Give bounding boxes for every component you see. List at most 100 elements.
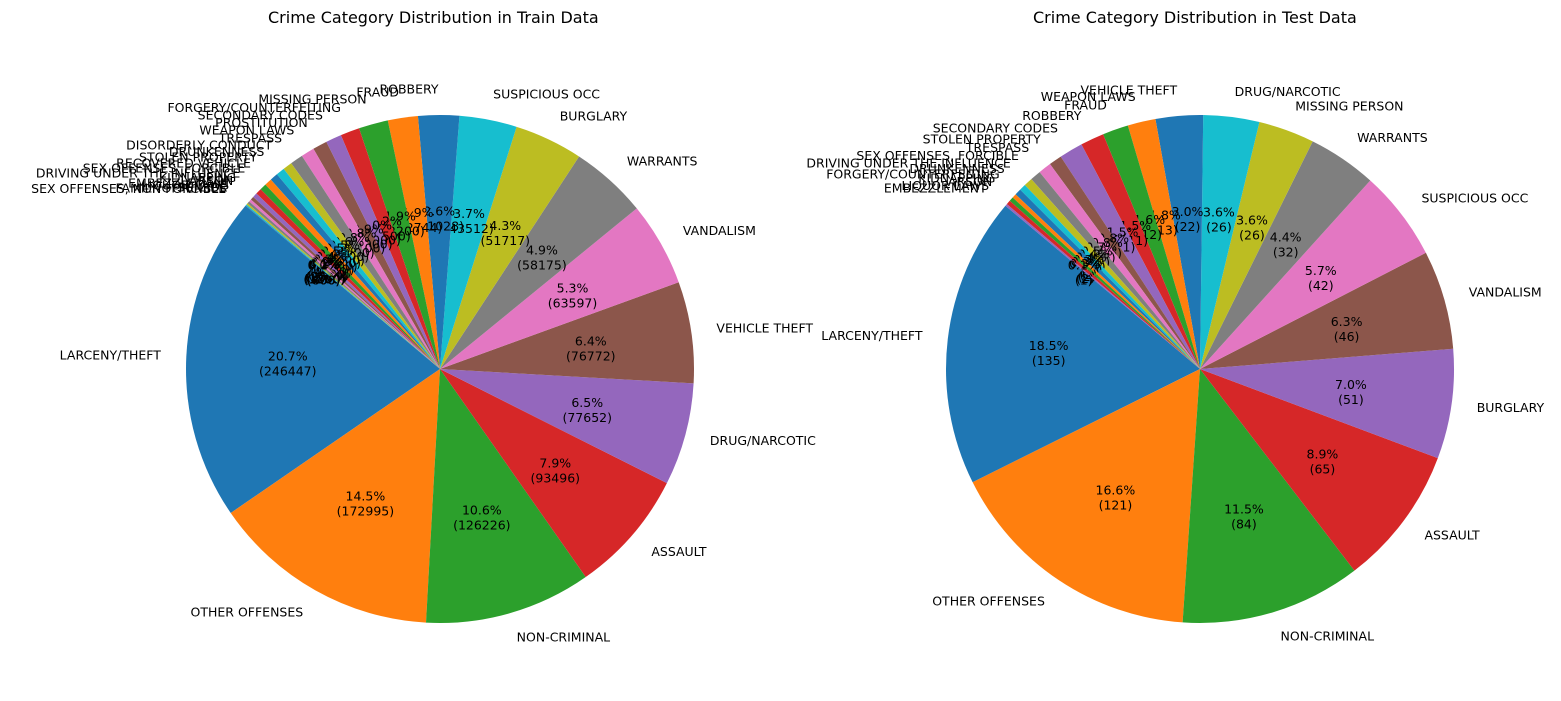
test-slice-value-label: 0.1% (1): [1068, 257, 1100, 287]
train-slice-label: FRAUD: [356, 85, 399, 100]
train-slice-label: NON-CRIMINAL: [517, 630, 611, 645]
train-slice-label: DRIVING UNDER THE INFLUENCE: [36, 166, 241, 181]
test-slice-value-label: 4.4% (32): [1270, 230, 1302, 260]
train-slice: [340, 128, 440, 369]
test-slice: [1200, 369, 1438, 571]
train-slice: [186, 205, 440, 513]
test-slice-label: STOLEN PROPERTY: [923, 131, 1042, 146]
test-slice-label: DRUG/NARCOTIC: [1235, 84, 1341, 99]
test-slice-label: BURGLARY: [1477, 400, 1545, 415]
test-slice: [1200, 180, 1426, 369]
train-slice: [440, 369, 667, 578]
test-slice-label: MISSING PERSON: [1295, 98, 1403, 113]
train-slice: [291, 155, 440, 369]
train-slice-label: SUICIDE: [177, 179, 228, 194]
test-slice: [1103, 125, 1200, 370]
train-pie: LARCENY/THEFT 20.7% (246447) OTHER OFFENSES…: [31, 82, 816, 645]
train-slice-value-label: 5.3% (63597): [548, 280, 598, 310]
train-slice: [250, 196, 440, 369]
test-slice: [1031, 172, 1200, 369]
test-slice-value-label: 8.9% (65): [1307, 447, 1339, 477]
train-slice-label: SEX OFFENSES, NON FORCIBLE: [31, 181, 226, 196]
test-slice: [1020, 185, 1200, 369]
train-slice: [247, 201, 440, 369]
test-slice-value-label: 6.3% (46): [1331, 314, 1363, 344]
test-slice-value-label: 3.6% (26): [1203, 205, 1235, 235]
train-slice-label: EMBEZZLEMENT: [128, 176, 231, 191]
train-slice-value-label: 6.5% (77652): [562, 395, 612, 425]
test-slice-label: VANDALISM: [1469, 284, 1542, 299]
test-slice: [1049, 156, 1200, 369]
test-slice-value-label: 11.5% (84): [1224, 502, 1264, 532]
train-slice: [440, 126, 580, 369]
train-slice-label: DISORDERLY CONDUCT: [126, 138, 272, 153]
test-slice: [1024, 179, 1200, 369]
train-slice-label: WEAPON LAWS: [199, 123, 294, 138]
train-slice: [440, 156, 637, 369]
test-slice-label: OTHER OFFENSES: [932, 593, 1045, 608]
test-slice-value-label: 3.6% (26): [1236, 212, 1268, 242]
test-slice: [1012, 194, 1200, 369]
train-slice: [270, 174, 440, 369]
train-slice-label: MISSING PERSON: [258, 91, 366, 106]
test-slice-label: LARCENY/THEFT: [821, 328, 923, 343]
train-slice-label: WARRANTS: [627, 153, 698, 168]
train-slice-label: ROBBERY: [379, 82, 438, 97]
test-slice: [1200, 348, 1454, 459]
train-slice: [440, 115, 517, 370]
train-slice-value-label: 0.0% (400): [307, 258, 341, 288]
train-slice-label: DRUG/NARCOTIC: [710, 433, 816, 448]
train-slice: [301, 148, 440, 369]
train-slice-label: ASSAULT: [651, 544, 707, 559]
train-slice: [313, 141, 440, 369]
train-slice-value-label: 20.7% (246447): [259, 348, 316, 378]
train-slice-value-label: 0.2% (1800): [304, 256, 346, 286]
train-slice-label: SUSPICIOUS OCC: [493, 87, 600, 102]
test-slice-label: KIDNAPPING: [918, 171, 995, 186]
train-slice: [230, 369, 440, 623]
train-slice: [326, 135, 440, 369]
train-slice-label: VEHICLE THEFT: [716, 320, 813, 335]
train-slice: [440, 369, 694, 484]
test-slice: [1200, 141, 1371, 369]
test-slice: [1005, 204, 1200, 369]
test-slice: [1039, 164, 1200, 369]
train-slice-label: TRESPASS: [218, 130, 282, 145]
train-slice-label: DRUNKENNESS: [169, 144, 264, 159]
train-slice: [417, 115, 460, 370]
train-slice-label: RECOVERED VEHICLE: [116, 155, 251, 170]
test-slice-value-label: 0.3%(2): [1069, 256, 1101, 286]
test-pie: LARCENY/THEFT 18.5% (135) OTHER OFFENSES 16.…: [806, 83, 1544, 644]
train-slice-label: SEX OFFENSES, FORCIBLE: [83, 161, 246, 176]
test-slice-label: DRIVING UNDER THE INFLUENCE: [806, 155, 1011, 170]
train-slice-label: VANDALISM: [683, 223, 756, 238]
test-slice-label: ASSAULT: [1424, 527, 1480, 542]
test-slice-label: WARRANTS: [1357, 130, 1428, 145]
train-chart-title: Crime Category Distribution in Train Dat…: [268, 8, 599, 27]
test-slice: [1081, 134, 1200, 369]
train-slice-value-label: 6.4% (76772): [566, 334, 616, 364]
train-slice-value-label: 4.3% (51717): [481, 218, 531, 248]
test-slice-label: DRUNKENNESS: [909, 161, 1004, 176]
test-slice-label: SUSPICIOUS OCC: [1421, 191, 1528, 206]
test-slice-label: FRAUD: [1064, 98, 1107, 113]
test-slice: [1060, 144, 1200, 369]
train-slice-label: KIDNAPPING: [159, 170, 236, 185]
test-slice-label: VEHICLE THEFT: [1081, 83, 1178, 98]
test-slice: [1182, 369, 1355, 624]
test-slice: [1200, 115, 1260, 369]
train-slice-label: BURGLARY: [560, 109, 628, 124]
train-slice-label: LIQUOR LAWS: [142, 178, 230, 193]
train-slice: [260, 184, 440, 369]
train-slice-label: FAMILY OFFENSES: [116, 181, 227, 196]
train-slice: [253, 193, 440, 369]
train-slice: [245, 205, 440, 369]
train-slice: [276, 168, 440, 369]
train-slice: [256, 189, 440, 369]
train-slice: [426, 369, 586, 623]
train-slice-value-label: 0.1% (1200): [303, 257, 345, 287]
train-slice-label: PROSTITUTION: [215, 115, 308, 130]
train-slice: [246, 203, 440, 369]
train-slice: [283, 163, 440, 369]
